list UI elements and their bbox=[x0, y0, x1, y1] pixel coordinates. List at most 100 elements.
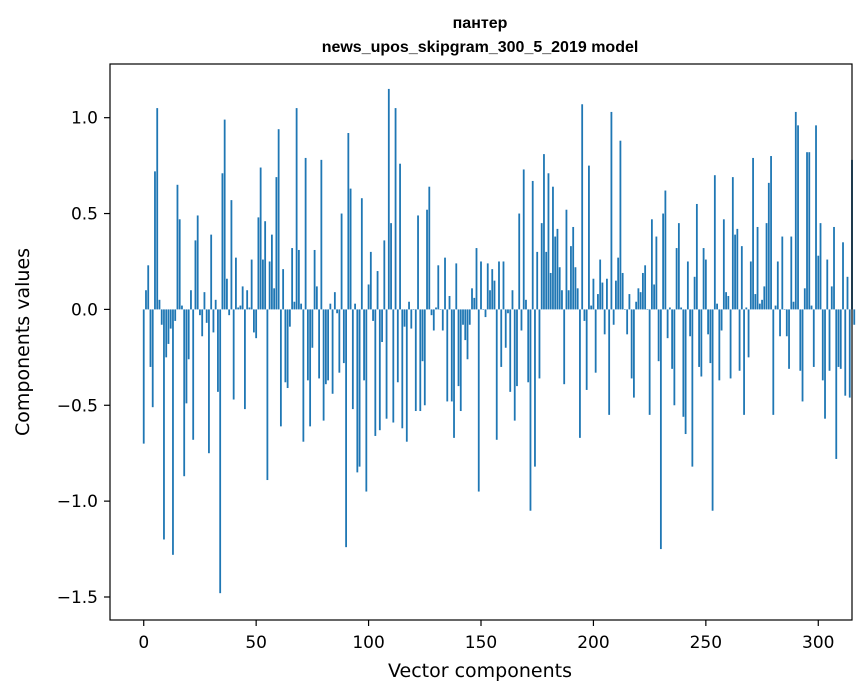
bar-76 bbox=[313, 249, 316, 310]
bar-140 bbox=[457, 309, 460, 387]
bar-185 bbox=[558, 267, 561, 310]
bar-282 bbox=[776, 261, 779, 310]
bar-119 bbox=[410, 309, 413, 329]
bar-242 bbox=[686, 261, 689, 310]
bar-107 bbox=[383, 240, 386, 310]
bar-15 bbox=[176, 184, 179, 310]
bar-306 bbox=[830, 286, 833, 310]
bar-294 bbox=[803, 288, 806, 310]
bar-30 bbox=[210, 234, 213, 310]
bar-207 bbox=[608, 309, 611, 415]
bar-293 bbox=[801, 309, 804, 402]
bar-123 bbox=[419, 309, 422, 412]
bar-79 bbox=[320, 159, 323, 310]
bar-258 bbox=[722, 219, 725, 310]
bar-86 bbox=[336, 309, 338, 314]
bar-288 bbox=[790, 236, 793, 310]
bar-10 bbox=[165, 309, 168, 358]
bar-155 bbox=[491, 269, 494, 310]
bar-255 bbox=[716, 303, 718, 310]
bar-51 bbox=[257, 217, 260, 310]
bar-259 bbox=[725, 292, 727, 310]
bar-202 bbox=[597, 294, 599, 310]
bar-195 bbox=[581, 104, 584, 310]
x-tick-label: 250 bbox=[690, 633, 722, 653]
bar-180 bbox=[547, 173, 550, 310]
bar-39 bbox=[230, 200, 233, 310]
bar-70 bbox=[300, 303, 303, 310]
bar-260 bbox=[727, 295, 730, 310]
bar-271 bbox=[752, 157, 754, 310]
bar-310 bbox=[839, 309, 842, 369]
bar-4 bbox=[151, 309, 154, 408]
bar-301 bbox=[819, 223, 822, 310]
bar-198 bbox=[588, 165, 590, 310]
bar-122 bbox=[417, 215, 419, 310]
bar-193 bbox=[576, 288, 579, 310]
bar-240 bbox=[682, 309, 685, 417]
bar-156 bbox=[493, 280, 496, 310]
bar-45 bbox=[244, 309, 246, 410]
bar-64 bbox=[286, 309, 289, 389]
bar-209 bbox=[612, 309, 615, 325]
bar-5 bbox=[154, 171, 156, 310]
bar-40 bbox=[232, 309, 235, 400]
bar-105 bbox=[378, 309, 381, 431]
bar-297 bbox=[810, 305, 813, 310]
bar-233 bbox=[666, 309, 669, 339]
bar-208 bbox=[610, 111, 613, 310]
bar-229 bbox=[657, 309, 660, 362]
bar-147 bbox=[473, 297, 476, 310]
bar-127 bbox=[428, 186, 431, 310]
bar-43 bbox=[239, 305, 242, 310]
bar-66 bbox=[291, 248, 294, 310]
bar-94 bbox=[354, 303, 356, 310]
bar-225 bbox=[648, 309, 651, 415]
x-axis-ticks: 0 50 100 150 200 250 300 bbox=[138, 620, 834, 653]
bar-117 bbox=[405, 309, 408, 442]
bar-283 bbox=[779, 309, 781, 337]
bar-280 bbox=[772, 309, 775, 415]
bar-101 bbox=[369, 251, 372, 310]
bar-106 bbox=[381, 309, 383, 342]
bar-253 bbox=[711, 309, 714, 511]
bar-135 bbox=[446, 309, 449, 402]
bar-23 bbox=[194, 240, 197, 310]
bar-250 bbox=[704, 259, 707, 310]
bar-13 bbox=[172, 309, 174, 555]
bar-224 bbox=[646, 309, 649, 310]
bar-182 bbox=[552, 186, 554, 310]
bar-275 bbox=[761, 299, 763, 310]
bar-124 bbox=[421, 309, 424, 362]
bar-12 bbox=[169, 309, 172, 329]
bar-270 bbox=[749, 261, 752, 310]
bar-221 bbox=[639, 292, 642, 310]
bar-96 bbox=[358, 309, 361, 467]
bar-251 bbox=[707, 309, 709, 335]
bar-136 bbox=[448, 295, 451, 310]
bar-292 bbox=[799, 309, 802, 371]
bar-285 bbox=[783, 309, 786, 310]
bar-111 bbox=[392, 309, 395, 423]
bar-189 bbox=[567, 290, 570, 310]
bar-286 bbox=[785, 309, 788, 337]
bar-8 bbox=[160, 309, 163, 325]
bar-300 bbox=[817, 255, 820, 310]
bar-254 bbox=[713, 175, 716, 310]
bar-175 bbox=[536, 251, 539, 310]
bar-125 bbox=[423, 309, 426, 406]
bar-99 bbox=[365, 309, 368, 492]
bar-83 bbox=[329, 303, 332, 310]
x-tick-label: 200 bbox=[577, 633, 609, 653]
bar-269 bbox=[747, 309, 750, 358]
bar-134 bbox=[444, 257, 446, 310]
bar-200 bbox=[592, 278, 595, 310]
bar-289 bbox=[792, 301, 795, 310]
bar-91 bbox=[347, 133, 350, 310]
bar-311 bbox=[842, 242, 844, 310]
bar-194 bbox=[579, 309, 581, 438]
bar-48 bbox=[250, 259, 253, 310]
bar-82 bbox=[327, 309, 329, 381]
bar-126 bbox=[426, 209, 428, 310]
bar-167 bbox=[518, 213, 521, 310]
